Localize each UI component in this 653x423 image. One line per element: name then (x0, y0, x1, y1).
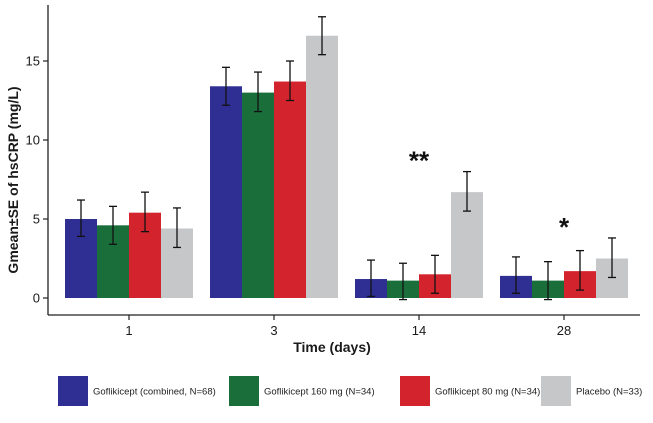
bar (306, 35, 338, 298)
legend-label: Goflikicept (combined, N=68) (93, 387, 216, 398)
legend-swatch (229, 376, 259, 406)
error-bar (512, 256, 520, 294)
legend-item: Goflikicept (combined, N=68) (58, 376, 216, 406)
legend-item: Goflikicept 80 mg (N=34) (400, 376, 540, 406)
x-tick-label: 1 (125, 323, 132, 338)
error-bar (544, 261, 552, 301)
error-bar (254, 71, 262, 113)
error-bars (77, 16, 616, 301)
y-tick-label: 10 (26, 133, 40, 148)
x-axis-title: Time (days) (293, 339, 371, 355)
x-tick-label: 28 (557, 323, 571, 338)
error-bar (77, 199, 85, 238)
significance-annotations: *** (409, 146, 570, 242)
x-tick-label: 3 (270, 323, 277, 338)
error-bar (399, 262, 407, 301)
legend-item: Placebo (N=33) (541, 376, 642, 406)
legend-swatch (400, 376, 430, 406)
x-tick-label: 14 (412, 323, 426, 338)
legend-label: Goflikicept 80 mg (N=34) (435, 387, 540, 398)
legend-item: Goflikicept 160 mg (N=34) (229, 376, 375, 406)
legend-label: Goflikicept 160 mg (N=34) (264, 387, 375, 398)
error-bar (173, 207, 181, 249)
bar (242, 92, 274, 298)
bar (274, 81, 306, 298)
error-bar (431, 254, 439, 294)
x-axis: 1 3 14 28 (48, 314, 640, 338)
error-bar (286, 60, 294, 102)
y-tick-label: 5 (33, 212, 40, 227)
error-bar (576, 249, 584, 291)
legend-swatch (58, 376, 88, 406)
error-bar (318, 16, 326, 56)
y-tick-label: 0 (33, 291, 40, 306)
bar (210, 86, 242, 298)
error-bar (367, 259, 375, 298)
error-bar (222, 66, 230, 106)
y-axis: 0 5 10 15 (26, 5, 49, 315)
y-tick-label: 15 (26, 54, 40, 69)
significance-marker: * (559, 212, 570, 242)
error-bar (109, 205, 117, 245)
y-axis-title: Gmean±SE of hsCRP (mg/L) (5, 86, 21, 273)
error-bar (141, 191, 149, 233)
legend-swatch (541, 376, 571, 406)
legend-label: Placebo (N=33) (576, 387, 642, 398)
significance-marker: ** (409, 146, 430, 176)
legend: Goflikicept (combined, N=68) Goflikicept … (58, 376, 642, 406)
error-bar (608, 237, 616, 279)
bars (65, 35, 628, 298)
error-bar (463, 170, 471, 212)
